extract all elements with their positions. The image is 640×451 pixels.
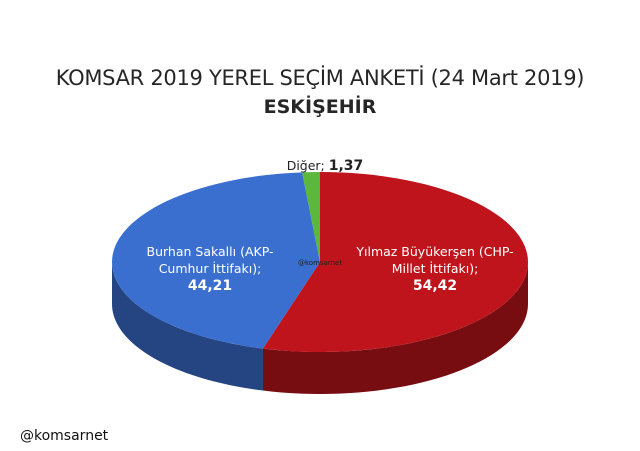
slice-label: Yılmaz Büyükerşen (CHP-Millet İttifakı);… [350,243,520,295]
value-label: 44,21 [187,278,233,294]
slice-label: Burhan Sakallı (AKP-Cumhur İttifakı); 44,… [130,243,290,295]
slice-side [112,262,263,391]
category-label: Yılmaz Büyükerşen (CHP-Millet İttifakı); [356,244,514,276]
category-label: Burhan Sakallı (AKP-Cumhur İttifakı); [146,244,274,276]
slice-label: Diğer; 1,37 [250,157,400,175]
footer: @komsarnet [20,428,109,444]
slice-side [262,262,528,394]
value-label: 54,42 [412,278,458,294]
slice [302,172,320,262]
chart-subtitle: ESKİŞEHİR [263,96,377,118]
category-label: Diğer; [286,158,325,173]
watermark: @komsarnet [298,259,343,267]
slice [112,172,320,349]
slice [262,172,528,352]
chart-title: KOMSAR 2019 YEREL SEÇİM ANKETİ (24 Mart … [55,66,585,90]
value-label: 1,37 [328,158,364,174]
